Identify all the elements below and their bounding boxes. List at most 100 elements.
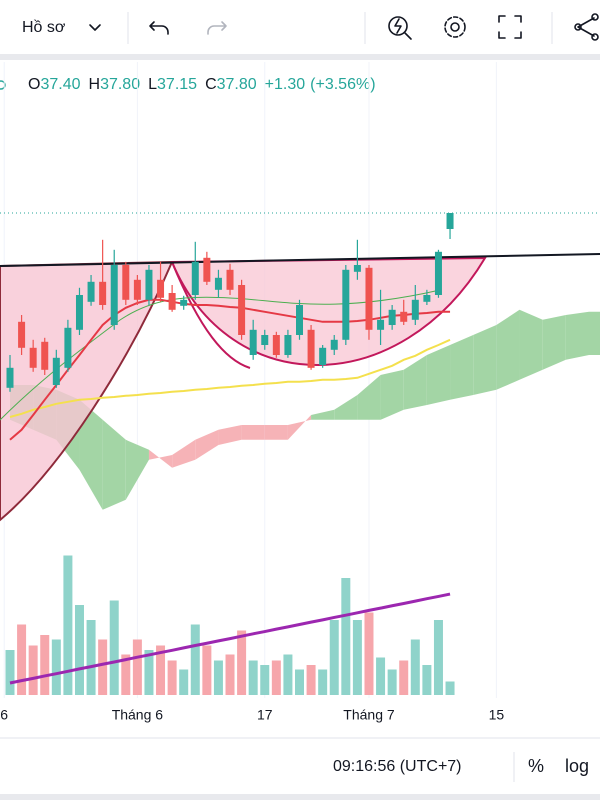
cloud-segment [241,425,265,440]
cloud-segment [473,325,497,395]
share-icon[interactable] [577,17,595,37]
volume-bar [341,578,351,695]
resistance-line [0,253,600,267]
legend-text: O37.40 H37.80 L37.15 C37.80 +1.30 (+3.56%) [28,76,376,93]
x-tick-label: 17 [257,707,273,723]
candle-body [133,279,141,300]
candle-body [214,277,222,290]
price-pane [0,212,600,522]
clock: 09:16:56 (UTC+7) [333,758,462,775]
candle-body [226,269,234,290]
candle-body [434,251,442,295]
x-tick-label: Tháng 6 [112,707,164,723]
volume-bar [318,669,328,695]
undo[interactable] [149,21,169,35]
volume-bar [5,650,15,695]
volume-average [9,592,451,685]
profile-chevron[interactable] [89,24,101,31]
moving-averages [9,298,451,441]
legend-item: 37.80 [217,76,257,93]
volume-bar [225,654,235,695]
candles [6,213,454,392]
status-dot [0,80,6,90]
legend-item: 37.40 [40,76,80,93]
candle-body [342,269,350,340]
volume-bar [237,630,247,695]
legend-item: O [28,76,40,93]
candle-body [377,319,385,330]
volume-bar [410,639,420,695]
candle-body [400,311,408,322]
cloud-segment [519,309,543,380]
share-node [591,13,599,21]
candle-body [18,321,26,348]
cloud-segment [426,345,451,405]
cloud-segment [195,429,219,460]
candle-body [6,367,14,388]
candle-body [64,327,72,368]
toolbar [0,0,600,54]
cloud-segment [565,311,589,360]
volume-bar [121,654,131,695]
cloud-segment [334,395,358,420]
volume-bar [17,624,27,695]
cloud-segment [403,355,427,410]
volume-bar [271,660,281,695]
log-toggle[interactable]: log [565,756,589,776]
volume-pane [5,555,455,695]
candle-body [180,299,188,306]
candle-body [238,285,246,335]
profile-menu[interactable]: Hồ sơ [22,19,66,36]
legend-item: 37.80 [100,76,140,93]
candle-body [87,281,95,302]
volume-bar [40,635,50,695]
cup-arc [171,261,251,369]
candle-body [145,269,153,300]
cloud-segment [380,369,404,420]
legend-item: H [89,76,101,93]
ohlc-legend: O37.40 H37.80 L37.15 C37.80 +1.30 (+3.56%) [28,76,376,93]
candle-body [353,265,361,272]
bottom-border [0,794,600,800]
cloud-segment [589,311,600,355]
candle-body [249,329,257,355]
alert-icon[interactable] [388,16,408,36]
cloud-segment [287,415,312,440]
volume-bar [156,645,166,695]
x-axis: 6 Tháng 6 17 Tháng 7 15 [0,707,504,723]
cloud-segment [125,439,149,500]
x-tick-label: Tháng 7 [343,707,395,723]
redo[interactable] [207,21,227,35]
volume-bar [28,645,38,695]
legend-item: (+3.56%) [310,76,375,93]
volume-bar [167,660,177,695]
cloud-segment [218,425,242,445]
candle-body [75,295,83,330]
fullscreen-icon[interactable] [498,15,522,39]
legend-item: C [205,76,217,93]
percent-toggle[interactable]: % [528,756,544,776]
cloud-segment [79,399,103,510]
candle-body [330,339,338,350]
legend-item: +1.30 [265,76,306,93]
cloud-segment [357,375,381,420]
settings-icon[interactable] [450,22,460,32]
share-node [591,33,599,41]
cloud-segment [148,449,173,468]
volume-bar [51,639,61,695]
cloud-segment [450,335,474,400]
candle-body [284,335,292,355]
cloud-segment [264,425,288,440]
volume-bar [295,669,304,695]
volume-bar [179,669,189,695]
volume-bar [98,639,108,695]
candle-body [203,257,211,282]
candle-body [29,347,37,368]
volume-bar [213,660,223,695]
candle-body [52,357,60,385]
volume-bar [364,612,374,695]
volume-bar [109,600,119,695]
x-tick-label: 15 [489,707,505,723]
toolbar-border [0,54,600,60]
settings-gear [444,16,466,38]
